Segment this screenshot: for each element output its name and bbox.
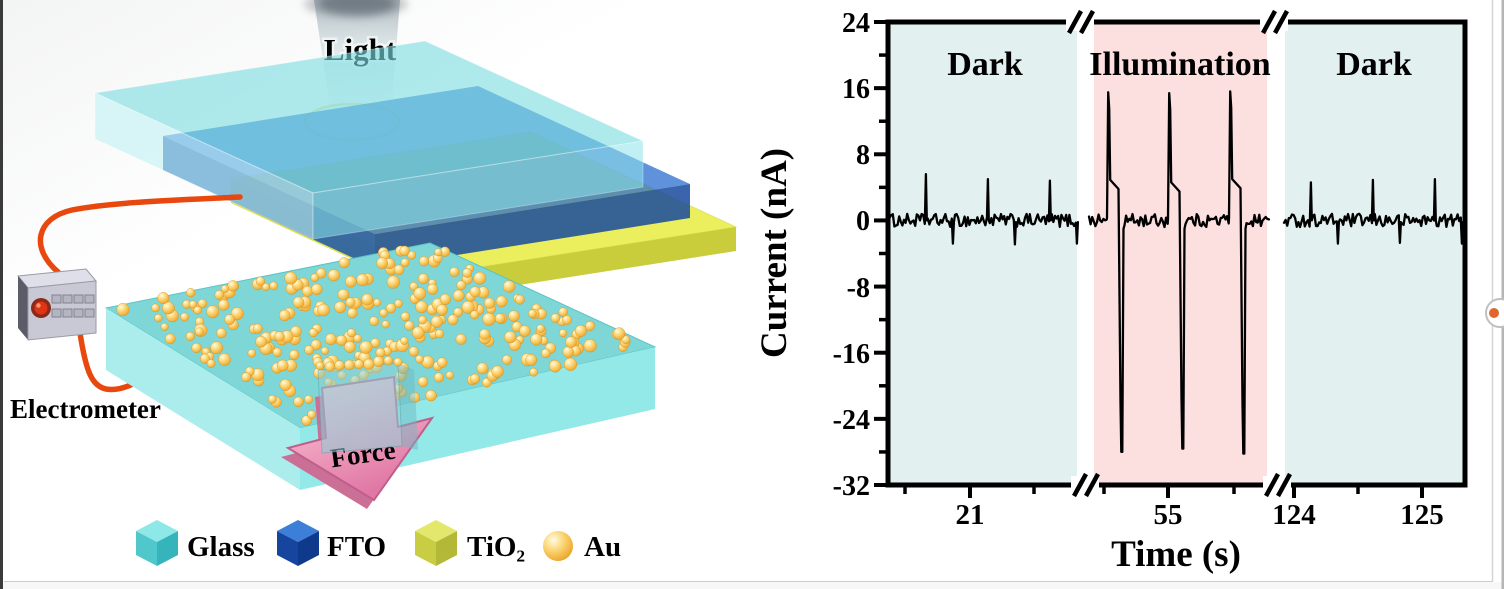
legend-item-tio2: TiO₂ — [415, 520, 525, 566]
x-break-top-1 — [1066, 9, 1095, 35]
xtick-124: 124 — [1272, 499, 1316, 531]
dark-region-1 — [890, 24, 1077, 483]
axis-ticks — [874, 20, 1424, 498]
illumination-label: Illumination — [1089, 46, 1270, 83]
bottom-glass-frontleft-face — [106, 308, 300, 490]
au-sphere-icon — [543, 531, 573, 561]
dark-region-2 — [1285, 24, 1463, 483]
wire-to-top-electrode — [37, 194, 243, 275]
ytick-24: 24 — [842, 8, 870, 39]
edge-widget-dot — [1489, 308, 1499, 318]
electrometer-left-face — [18, 276, 28, 340]
top-electrode-stack — [93, 40, 738, 298]
device-schematic: Light — [0, 0, 770, 589]
left-border — [0, 0, 3, 589]
electrometer-buttons[interactable] — [51, 294, 95, 318]
ytick-8: 8 — [856, 140, 870, 171]
ytick--16: -16 — [833, 339, 870, 370]
y-axis-title: Current (nA) — [754, 148, 795, 358]
xtick-55: 55 — [1154, 499, 1183, 531]
x-break-top-2 — [1260, 9, 1289, 35]
electrometer-label: Electrometer — [10, 394, 161, 424]
tio2-cube-icon — [415, 520, 457, 566]
dark-label-1: Dark — [947, 46, 1023, 83]
press-block — [315, 355, 418, 454]
current-time-chart: Dark Illumination Dark 24 16 8 0 -8 -16 … — [754, 8, 1468, 575]
electrometer-knob[interactable] — [34, 301, 48, 315]
dark-label-2: Dark — [1336, 46, 1412, 83]
axis-break-marks — [1066, 9, 1292, 498]
ytick-0: 0 — [856, 206, 870, 237]
y-tick-labels: 24 16 8 0 -8 -16 -24 -32 — [833, 8, 870, 502]
legend-item-glass: Glass — [136, 520, 255, 566]
legend-label-au: Au — [584, 531, 621, 563]
xtick-125: 125 — [1400, 499, 1444, 531]
right-border — [1501, 0, 1504, 589]
x-break-bottom-1 — [1071, 472, 1100, 498]
ytick--32: -32 — [833, 471, 870, 502]
ytick--8: -8 — [847, 273, 870, 304]
legend-item-fto: FTO — [277, 520, 386, 566]
legend-label-fto: FTO — [327, 531, 386, 563]
glass-cube-icon — [136, 520, 178, 566]
electrometer-knob-highlight — [36, 303, 41, 308]
au-nanoparticle-layer — [116, 245, 631, 426]
ytick--24: -24 — [833, 405, 870, 436]
current-trace — [886, 90, 1466, 455]
x-break-bottom-2 — [1263, 472, 1292, 498]
x-tick-labels: 21 55 124 125 — [956, 499, 1444, 531]
materials-legend: Glass FTO TiO₂ Au — [136, 520, 621, 566]
legend-label-tio2: TiO₂ — [467, 531, 525, 563]
legend-item-au: Au — [543, 531, 621, 563]
edge-widget-button[interactable] — [1485, 298, 1504, 328]
legend-label-glass: Glass — [187, 531, 255, 563]
ytick-16: 16 — [842, 74, 870, 105]
glass-top-slab — [93, 40, 645, 240]
press-block-au-rim — [315, 355, 403, 372]
x-axis-title: Time (s) — [1111, 534, 1241, 575]
fto-cube-icon — [277, 520, 319, 566]
bottom-strip — [0, 582, 1504, 589]
xtick-21: 21 — [956, 499, 985, 531]
electrometer — [17, 268, 97, 341]
